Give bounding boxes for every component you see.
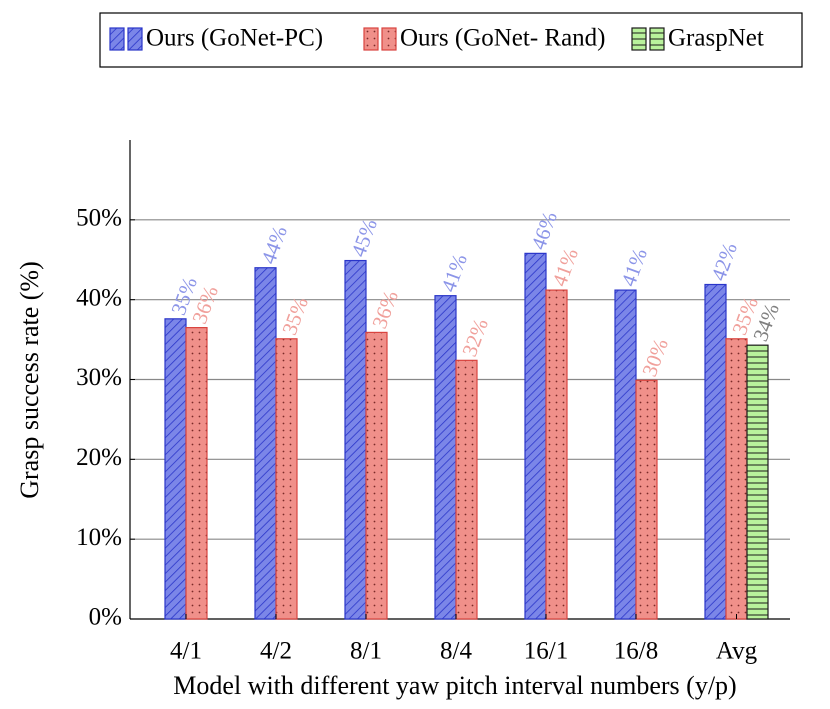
bar-pattern [344,259,367,620]
bar-pattern [185,327,208,620]
bar-annotation: 32% [457,315,493,359]
bar-pattern [254,267,277,620]
bar-annotation: 41% [547,245,583,289]
bar-pattern [455,359,478,620]
bar-annotation: 30% [637,335,673,379]
x-tick-label: 8/1 [350,638,382,665]
bar-annotation: 46% [526,208,562,252]
legend-label: GraspNet [668,25,764,52]
x-tick-label: 4/2 [260,638,292,665]
bar-pattern [704,283,727,620]
bar-pattern [635,379,658,620]
legend-swatch-pattern [109,27,125,51]
bar-annotation: 35% [277,294,313,338]
bar-pattern [434,295,457,620]
x-tick-label: 8/4 [440,638,472,665]
bar-annotation: 42% [706,239,742,283]
bar-annotation: 41% [436,251,472,295]
legend-swatch-pattern [363,27,379,51]
bar-pattern [545,289,568,620]
y-tick-label: 50% [76,205,122,232]
legend-label: Ours (GoNet-PC) [146,25,323,52]
legend-swatch-pattern [631,27,647,51]
bar-pattern [164,318,187,620]
x-tick-label: 16/8 [614,638,658,665]
bar-annotation: 41% [616,245,652,289]
x-tick-label: 16/1 [524,638,568,665]
y-tick-label: 0% [89,604,122,631]
x-tick-label: Avg [716,638,758,665]
x-tick-label: 4/1 [170,638,202,665]
legend-label: Ours (GoNet- Rand) [400,25,606,52]
legend-swatch-pattern [381,27,397,51]
legend-box [99,12,803,68]
legend-swatch-pattern [127,27,143,51]
y-axis-label: Grasp success rate (%) [15,261,44,499]
bar-pattern [365,331,388,620]
bar-pattern [275,338,298,620]
bar-pattern [524,252,547,620]
y-tick-label: 20% [76,444,122,471]
bar-pattern [746,344,769,620]
y-tick-label: 40% [76,284,122,311]
bar-annotation: 45% [346,216,382,260]
bar-annotation: 44% [256,223,292,267]
y-tick-label: 30% [76,364,122,391]
bar-pattern [725,338,748,620]
y-tick-label: 10% [76,524,122,551]
bar-annotation: 36% [367,287,403,331]
bar-pattern [614,289,637,620]
legend-swatch-pattern [649,27,665,51]
x-axis-label: Model with different yaw pitch interval … [173,671,736,700]
